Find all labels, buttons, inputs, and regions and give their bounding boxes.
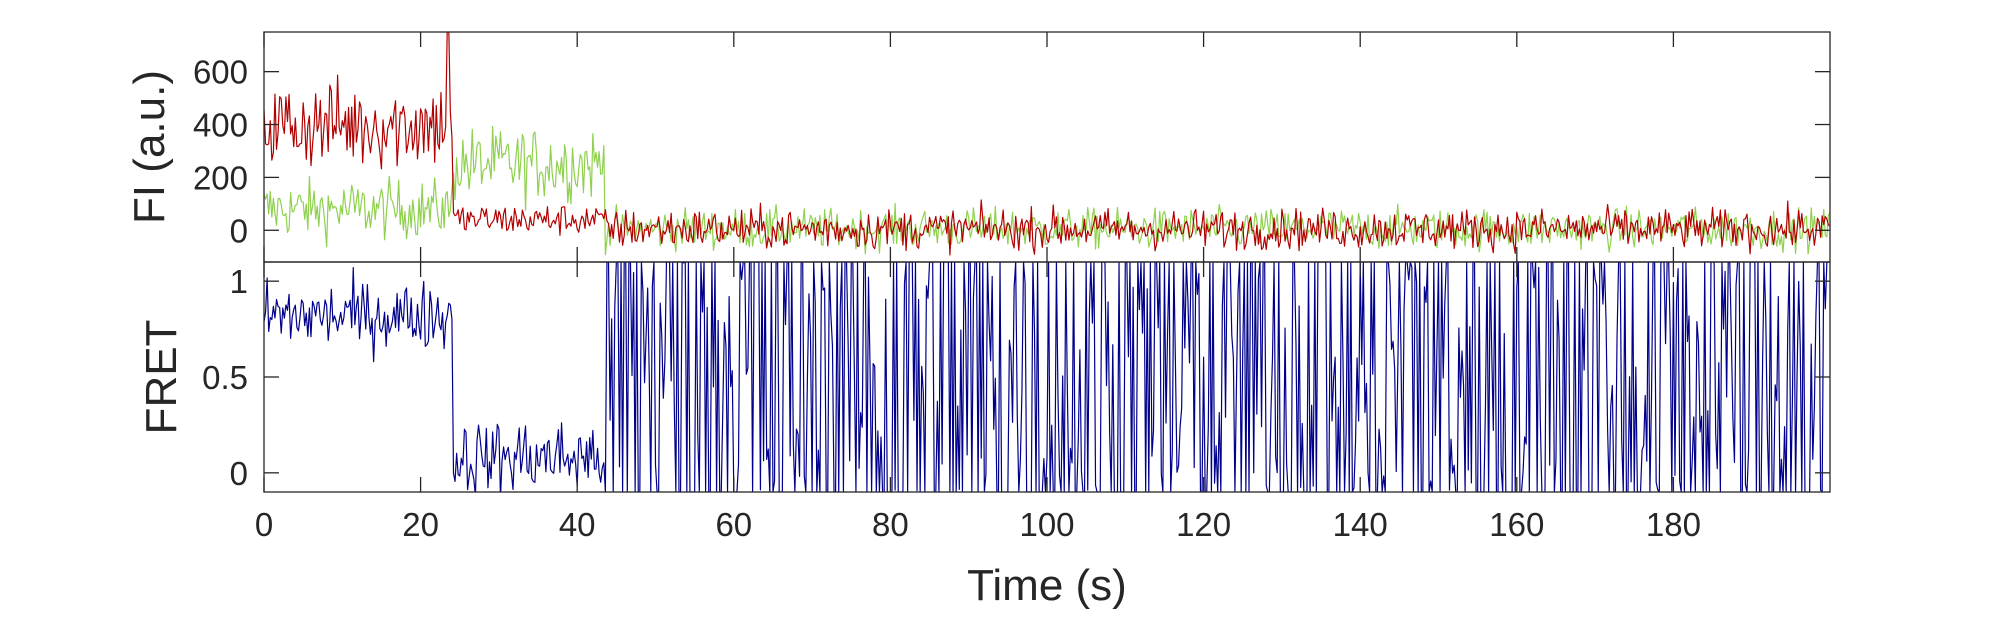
time-x-tick-label: 120 xyxy=(1176,506,1231,543)
fret-y-tick-label: 0.5 xyxy=(202,359,248,396)
time-x-tick-label: 60 xyxy=(715,506,752,543)
intensity-y-tick-label: 600 xyxy=(193,54,248,91)
fret-y-tick-label: 0 xyxy=(230,455,248,492)
time-x-tick-label: 140 xyxy=(1333,506,1388,543)
fret-y-tick-label: 1 xyxy=(230,263,248,300)
fret-panel: 0 0.5 1 0 20 40 60 80 100 120 140 160 180 FRET Time … xyxy=(137,261,1831,610)
time-x-tick-label: 160 xyxy=(1489,506,1544,543)
intensity-acceptor-trace xyxy=(264,32,1830,256)
intensity-y-ticks: 0 200 400 600 xyxy=(193,32,1830,262)
intensity-y-tick-label: 0 xyxy=(230,212,248,249)
time-x-tick-label: 100 xyxy=(1019,506,1074,543)
intensity-panel: 0 200 400 600 FI (a.u.) xyxy=(125,31,1831,263)
fret-series-group xyxy=(264,262,1830,492)
time-x-tick-label: 80 xyxy=(872,506,909,543)
intensity-y-tick-label: 400 xyxy=(193,107,248,144)
fret-y-axis-title: FRET xyxy=(137,320,186,435)
time-x-tick-label: 180 xyxy=(1646,506,1701,543)
intensity-donor-trace xyxy=(264,125,1830,256)
intensity-y-tick-label: 200 xyxy=(193,159,248,196)
intensity-y-axis-title: FI (a.u.) xyxy=(125,70,174,224)
time-x-axis-title: Time (s) xyxy=(967,561,1127,610)
time-x-tick-label: 40 xyxy=(559,506,596,543)
time-x-tick-label: 0 xyxy=(255,506,273,543)
intensity-series-group xyxy=(264,32,1830,256)
fret-axis-ticks: 0 0.5 1 0 20 40 60 80 100 120 140 160 180 xyxy=(202,262,1830,543)
fret-fret-trace xyxy=(264,262,1830,492)
time-x-tick-label: 20 xyxy=(402,506,439,543)
